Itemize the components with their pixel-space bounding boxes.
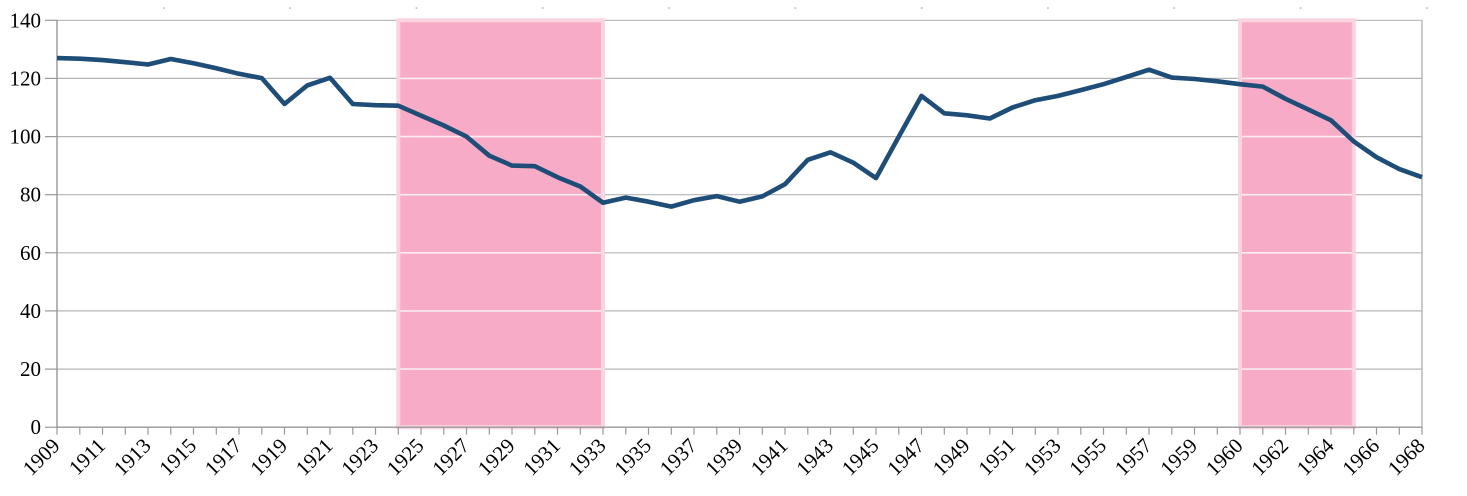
x-axis-label: 1960 <box>1201 434 1248 481</box>
top-minor-tick-dot <box>794 7 797 9</box>
highlight-band <box>1238 18 1356 430</box>
top-minor-tick-dot <box>1173 7 1176 9</box>
y-axis-label: 0 <box>31 415 42 439</box>
top-minor-tick-dot <box>163 7 165 9</box>
x-axis-label: 1935 <box>609 434 656 481</box>
top-minor-tick-dot <box>289 7 291 9</box>
x-axis-label: 1929 <box>473 434 520 481</box>
x-axis-label: 1923 <box>336 434 383 481</box>
x-axis-label: 1927 <box>427 434 474 481</box>
x-axis-label: 1943 <box>791 434 838 481</box>
x-axis-label: 1949 <box>928 434 975 481</box>
x-axis-label: 1947 <box>882 434 929 481</box>
x-axis-label: 1968 <box>1383 434 1430 481</box>
y-axis-label: 100 <box>10 125 42 149</box>
x-axis-label: 1941 <box>746 434 793 481</box>
top-minor-tick-dot <box>541 7 544 9</box>
top-minor-tick-dot <box>415 7 418 9</box>
x-axis-label: 1964 <box>1292 433 1339 480</box>
x-axis-label: 1913 <box>109 434 156 481</box>
x-axis-label: 1909 <box>18 434 65 481</box>
top-minor-tick-dot <box>1426 7 1428 9</box>
x-axis-label: 1933 <box>564 434 611 481</box>
x-axis-label: 1915 <box>154 434 201 481</box>
x-axis-label: 1955 <box>1064 434 1111 481</box>
top-minor-tick-dot <box>920 7 923 9</box>
x-axis-label: 1917 <box>200 434 247 481</box>
x-axis-label: 1962 <box>1246 434 1293 481</box>
x-axis-label: 1919 <box>245 434 292 481</box>
x-axis-label: 1959 <box>1155 434 1202 481</box>
x-axis-label: 1951 <box>973 434 1020 481</box>
x-axis-label: 1939 <box>700 434 747 481</box>
x-axis-label: 1921 <box>291 434 338 481</box>
x-axis-label: 1966 <box>1337 434 1384 481</box>
top-minor-tick-dot <box>668 7 670 9</box>
top-minor-tick-dot <box>1047 7 1049 9</box>
y-axis-label: 80 <box>20 183 41 207</box>
highlight-band <box>396 18 605 430</box>
y-axis-label: 120 <box>10 66 42 90</box>
y-axis-label: 60 <box>20 241 41 265</box>
y-axis-label: 140 <box>10 8 42 32</box>
x-axis-label: 1957 <box>1110 434 1157 481</box>
data-line-series <box>56 55 1423 209</box>
x-axis-label: 1911 <box>64 434 110 480</box>
y-axis-label: 40 <box>20 299 41 323</box>
x-axis-label: 1953 <box>1019 434 1066 481</box>
top-minor-tick-dot <box>1299 7 1302 9</box>
x-axis-label: 1925 <box>382 434 429 481</box>
x-axis-label: 1937 <box>655 434 702 481</box>
y-axis-label: 20 <box>20 357 41 381</box>
x-axis-label: 1931 <box>518 434 565 481</box>
x-axis-label: 1945 <box>837 434 884 481</box>
